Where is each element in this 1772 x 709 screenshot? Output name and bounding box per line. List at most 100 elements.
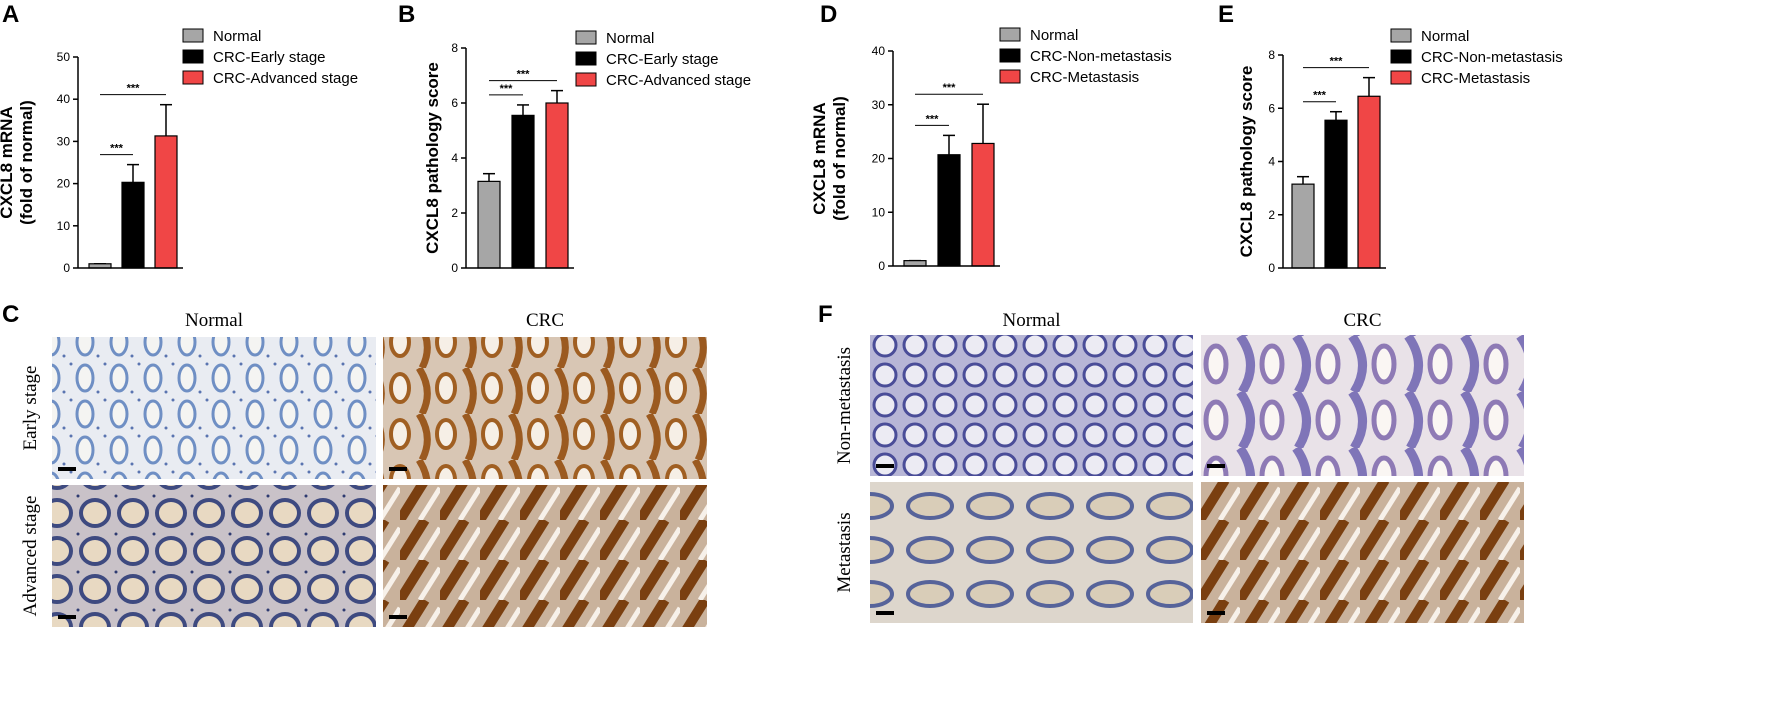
legend-label: Normal	[1030, 27, 1078, 44]
bar	[937, 154, 961, 267]
scale-bar	[389, 615, 407, 619]
legend-label: CRC-Non-metastasis	[1421, 49, 1563, 66]
y-tick-label: 6	[1268, 101, 1275, 115]
bar	[511, 114, 535, 269]
panel-label: F	[818, 301, 833, 328]
legend-label: CRC-Advanced stage	[213, 70, 358, 87]
significance-label: ***	[500, 83, 514, 95]
legend-swatch	[999, 48, 1021, 63]
significance-label: ***	[1330, 56, 1344, 68]
bar	[971, 142, 995, 267]
chart: B 0 2 4 6 8 CXCL8 pathology score Normal CRC-Ear…	[398, 1, 751, 275]
micrograph	[383, 485, 707, 627]
micrograph	[52, 337, 376, 479]
y-tick-label: 2	[1268, 208, 1275, 222]
micrograph	[870, 335, 1193, 476]
significance-label: ***	[127, 83, 141, 95]
legend-label: CRC-Early stage	[606, 51, 719, 68]
y-tick-label: 30	[57, 134, 71, 148]
y-tick-label: 40	[57, 92, 71, 106]
scale-bar	[1207, 464, 1225, 468]
row-label: Non-metastasis	[834, 347, 855, 464]
column-label: CRC	[526, 310, 564, 331]
panel-label: C	[2, 301, 19, 328]
significance-label: ***	[943, 82, 957, 94]
y-tick-label: 40	[872, 44, 886, 58]
micrograph	[52, 485, 376, 627]
micrograph-panel: F Normal CRC Non-metastasis Metastasis	[818, 301, 1524, 623]
y-tick-label: 10	[872, 205, 886, 219]
y-axis-label: CXCL8 mRNA	[0, 106, 16, 218]
bar	[1324, 119, 1348, 269]
bar	[121, 181, 145, 269]
micrograph-panel: C Normal CRC Early stage Advanced stage	[2, 301, 707, 627]
row-label: Metastasis	[834, 512, 855, 592]
legend-label: Normal	[213, 28, 261, 45]
panel-label: B	[398, 1, 415, 28]
scale-bar	[876, 464, 894, 468]
bar	[1291, 183, 1315, 269]
scale-bar	[58, 467, 76, 471]
legend-swatch	[1390, 49, 1412, 64]
bar	[477, 180, 501, 269]
scale-bar	[58, 615, 76, 619]
significance-label: ***	[1313, 90, 1327, 102]
chart: A 0 10 20 30 40 50 CXCL8 mRNA (fold of normal) No…	[0, 1, 358, 275]
legend-label: CRC-Advanced stage	[606, 72, 751, 89]
significance-label: ***	[110, 143, 124, 155]
y-tick-label: 50	[57, 50, 71, 64]
legend-label: CRC-Metastasis	[1030, 69, 1139, 86]
y-axis-label: (fold of normal)	[830, 96, 849, 221]
y-axis-label: CXCL8 pathology score	[1237, 66, 1256, 258]
legend-swatch	[999, 27, 1021, 42]
y-tick-label: 4	[1268, 155, 1275, 169]
bar	[1357, 95, 1381, 269]
y-tick-label: 0	[63, 261, 70, 275]
y-tick-label: 0	[878, 259, 885, 273]
legend-swatch	[999, 69, 1021, 84]
y-axis-label: (fold of normal)	[17, 100, 36, 225]
scale-bar	[876, 611, 894, 615]
micrograph	[383, 337, 707, 479]
legend-label: Normal	[606, 30, 654, 47]
legend-label: CRC-Early stage	[213, 49, 326, 66]
micrographs: C Normal CRC Early stage Advanced stage F Norm…	[2, 301, 1524, 627]
legend-label: CRC-Metastasis	[1421, 70, 1530, 87]
y-axis-label: CXCL8 pathology score	[423, 62, 442, 254]
column-label: Normal	[1002, 310, 1060, 331]
column-label: CRC	[1343, 310, 1381, 331]
row-label: Advanced stage	[20, 496, 41, 617]
chart: E 0 2 4 6 8 CXCL8 pathology score Normal CRC-Non…	[1218, 1, 1563, 275]
y-tick-label: 10	[57, 219, 71, 233]
legend-swatch	[575, 72, 597, 87]
row-label: Early stage	[20, 366, 41, 451]
y-axis-label: CXCL8 mRNA	[810, 102, 829, 214]
significance-label: ***	[926, 113, 940, 125]
bar	[545, 102, 569, 269]
panel-label: D	[820, 1, 837, 28]
y-tick-label: 4	[451, 151, 458, 165]
y-tick-label: 20	[872, 152, 886, 166]
chart: D 0 10 20 30 40 CXCL8 mRNA (fold of normal) Norm…	[810, 1, 1172, 273]
legend-swatch	[1390, 70, 1412, 85]
legend-swatch	[1390, 28, 1412, 43]
y-tick-label: 8	[451, 41, 458, 55]
scale-bar	[1207, 611, 1225, 615]
legend-swatch	[182, 49, 204, 64]
micrograph	[1201, 335, 1524, 476]
y-tick-label: 30	[872, 98, 886, 112]
micrograph	[870, 482, 1193, 623]
legend-label: CRC-Non-metastasis	[1030, 48, 1172, 65]
y-tick-label: 20	[57, 177, 71, 191]
legend-swatch	[182, 28, 204, 43]
significance-label: ***	[517, 69, 531, 81]
y-tick-label: 0	[1268, 261, 1275, 275]
legend-swatch	[182, 70, 204, 85]
legend-swatch	[575, 51, 597, 66]
y-tick-label: 8	[1268, 48, 1275, 62]
y-tick-label: 0	[451, 261, 458, 275]
bar	[903, 260, 927, 267]
legend-label: Normal	[1421, 28, 1469, 45]
